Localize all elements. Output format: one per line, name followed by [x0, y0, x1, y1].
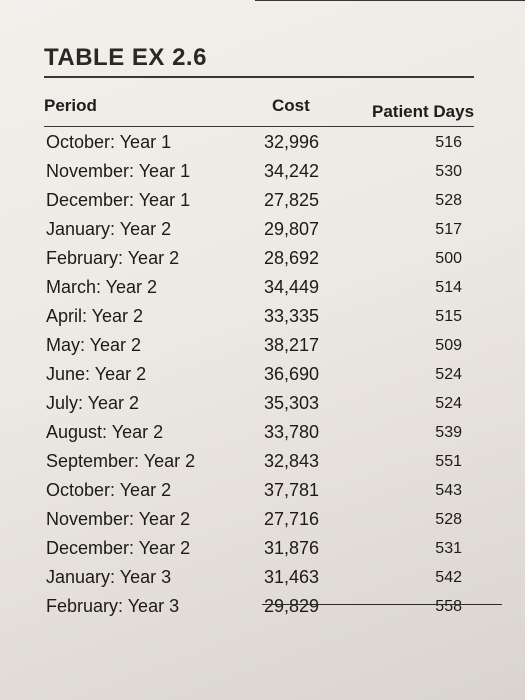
period-cell: January: Year 3	[46, 567, 172, 587]
period-cell: January: Year 2	[46, 219, 172, 239]
table-row: September: Year 2 32,843 551	[0, 447, 525, 476]
patient-days-cell: 514	[435, 279, 462, 296]
table-row: December: Year 1 27,825 528	[0, 186, 525, 215]
period-cell: October: Year 2	[46, 480, 172, 500]
patient-days-cell: 516	[435, 134, 462, 151]
cost-cell: 32,996	[264, 132, 320, 152]
table-row: October: Year 1 32,996 516	[0, 128, 525, 157]
period-cell: October: Year 1	[46, 132, 172, 152]
period-cell: November: Year 2	[46, 509, 191, 529]
cost-cell: 35,303	[264, 393, 320, 413]
cost-cell: 28,692	[264, 248, 320, 268]
cost-cell: 29,829	[264, 596, 320, 616]
table-row: August: Year 2 33,780 539	[0, 418, 525, 447]
period-cell: February: Year 2	[46, 248, 180, 268]
cost-cell: 32,843	[264, 451, 320, 471]
period-cell: March: Year 2	[46, 277, 158, 297]
table-row: June: Year 2 36,690 524	[0, 360, 525, 389]
table-row: December: Year 2 31,876 531	[0, 534, 525, 563]
patient-days-cell: 539	[435, 424, 462, 441]
cost-cell: 38,217	[264, 335, 320, 355]
patient-days-cell: 551	[435, 453, 462, 470]
patient-days-cell: 528	[435, 192, 462, 209]
table-row: January: Year 3 31,463 542	[0, 563, 525, 592]
table-row: February: Year 2 28,692 500	[0, 244, 525, 273]
period-cell: December: Year 2	[46, 538, 191, 558]
period-cell: July: Year 2	[46, 393, 140, 413]
table-row: July: Year 2 35,303 524	[0, 389, 525, 418]
bottom-rule	[262, 604, 502, 605]
table-title: TABLE EX 2.6	[44, 44, 207, 71]
period-cell: June: Year 2	[46, 364, 147, 384]
cost-cell: 34,242	[264, 161, 320, 181]
cost-cell: 33,780	[264, 422, 320, 442]
period-cell: September: Year 2	[46, 451, 196, 471]
period-cell: April: Year 2	[46, 306, 144, 326]
top-rule	[255, 0, 525, 1]
title-rule	[44, 76, 474, 78]
period-cell: August: Year 2	[46, 422, 164, 442]
patient-days-cell: 524	[435, 366, 462, 383]
cost-cell: 31,463	[264, 567, 320, 587]
table-row: January: Year 2 29,807 517	[0, 215, 525, 244]
table-row: February: Year 3 29,829 558	[0, 592, 525, 621]
patient-days-cell: 509	[435, 337, 462, 354]
table-row: April: Year 2 33,335 515	[0, 302, 525, 331]
cost-cell: 33,335	[264, 306, 320, 326]
header-patient-days: Patient Days	[372, 102, 475, 121]
cost-cell: 29,807	[264, 219, 320, 239]
table-row: March: Year 2 34,449 514	[0, 273, 525, 302]
header-cost: Cost	[272, 96, 310, 115]
patient-days-cell: 515	[435, 308, 462, 325]
patient-days-cell: 558	[435, 598, 462, 615]
period-cell: February: Year 3	[46, 596, 180, 616]
patient-days-cell: 500	[435, 250, 462, 267]
table-row: November: Year 1 34,242 530	[0, 157, 525, 186]
table-row: May: Year 2 38,217 509	[0, 331, 525, 360]
cost-cell: 37,781	[264, 480, 320, 500]
patient-days-cell: 530	[435, 163, 462, 180]
patient-days-cell: 531	[435, 540, 462, 557]
period-cell: December: Year 1	[46, 190, 191, 210]
cost-cell: 27,716	[264, 509, 320, 529]
table-row: November: Year 2 27,716 528	[0, 505, 525, 534]
table-row: October: Year 2 37,781 543	[0, 476, 525, 505]
period-cell: November: Year 1	[46, 161, 191, 181]
patient-days-cell: 524	[435, 395, 462, 412]
patient-days-cell: 528	[435, 511, 462, 528]
table-body: October: Year 1 32,996 516 November: Year 1…	[0, 128, 525, 621]
cost-cell: 31,876	[264, 538, 320, 558]
header-rule	[44, 126, 474, 127]
period-cell: May: Year 2	[46, 335, 142, 355]
cost-cell: 34,449	[264, 277, 320, 297]
patient-days-cell: 517	[435, 221, 462, 238]
patient-days-cell: 542	[435, 569, 462, 586]
cost-cell: 36,690	[264, 364, 320, 384]
cost-cell: 27,825	[264, 190, 320, 210]
patient-days-cell: 543	[435, 482, 462, 499]
header-period: Period	[44, 96, 97, 115]
